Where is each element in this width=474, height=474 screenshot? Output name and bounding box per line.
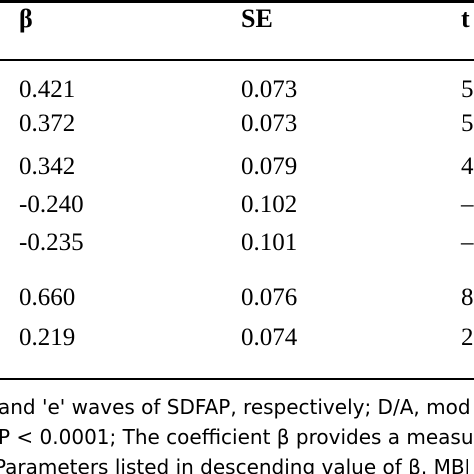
footnote-line: and 'e' waves of SDFAP, respectively; D/… (0, 395, 471, 419)
cell-t: – (461, 229, 474, 256)
cell-beta: 0.660 (19, 284, 76, 311)
cell-beta: 0.342 (19, 153, 76, 180)
table-header-rule (0, 59, 474, 61)
cell-t: – (461, 191, 474, 218)
cell-beta: -0.240 (19, 191, 84, 218)
cell-t: 5 (461, 76, 474, 103)
cell-t: 2 (461, 324, 474, 351)
cell-se: 0.073 (241, 110, 298, 137)
header-beta: β (19, 4, 33, 33)
cell-beta: 0.421 (19, 76, 76, 103)
cell-beta: -0.235 (19, 229, 84, 256)
cell-se: 0.101 (241, 229, 298, 256)
table-bottom-rule (0, 378, 474, 380)
header-t: t (461, 4, 470, 33)
cell-se: 0.074 (241, 324, 298, 351)
header-se: SE (241, 4, 273, 33)
cell-t: 8 (461, 284, 474, 311)
footnote-line: Parameters listed in descending value of… (0, 455, 468, 474)
cell-se: 0.073 (241, 76, 298, 103)
cell-beta: 0.219 (19, 324, 76, 351)
cell-t: 5 (461, 110, 474, 137)
table-top-rule (0, 0, 474, 3)
cell-se: 0.102 (241, 191, 298, 218)
cell-beta: 0.372 (19, 110, 76, 137)
cell-se: 0.076 (241, 284, 298, 311)
footnote-line: P < 0.0001; The coefficient β provides a… (0, 425, 472, 449)
cell-t: 4 (461, 153, 474, 180)
cell-se: 0.079 (241, 153, 298, 180)
